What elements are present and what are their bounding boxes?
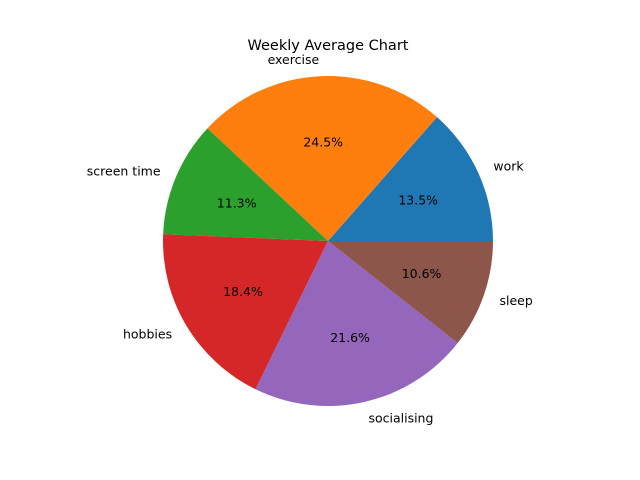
pie-slice-socialising (255, 241, 458, 406)
pie-slice-work (328, 117, 493, 241)
pie-category-label: work (493, 159, 524, 174)
pie-slice-hobbies (162, 234, 328, 390)
pie-percent-label: 24.5% (303, 135, 343, 150)
pie-percent-label: 10.6% (402, 266, 442, 281)
pie-slice-sleep (328, 241, 493, 344)
pie-category-label: exercise (268, 52, 320, 67)
pie-category-label: screen time (87, 163, 161, 178)
pie-slices (162, 76, 493, 406)
pie-category-label: sleep (500, 293, 533, 308)
pie-percent-label: 21.6% (330, 330, 370, 345)
pie-percent-label: 11.3% (217, 195, 257, 210)
pie-percent-label: 13.5% (398, 193, 438, 208)
pie-slice-exercise (207, 76, 438, 242)
pie-slice-screen-time (163, 128, 328, 241)
pie-category-label: hobbies (123, 326, 172, 341)
pie-labels: 13.5% work 24.5% exercise 11.3% screen time 18… (87, 52, 533, 425)
chart-title: Weekly Average Chart (248, 38, 409, 54)
pie-category-label: socialising (368, 410, 433, 425)
pie-percent-label: 18.4% (223, 284, 263, 299)
